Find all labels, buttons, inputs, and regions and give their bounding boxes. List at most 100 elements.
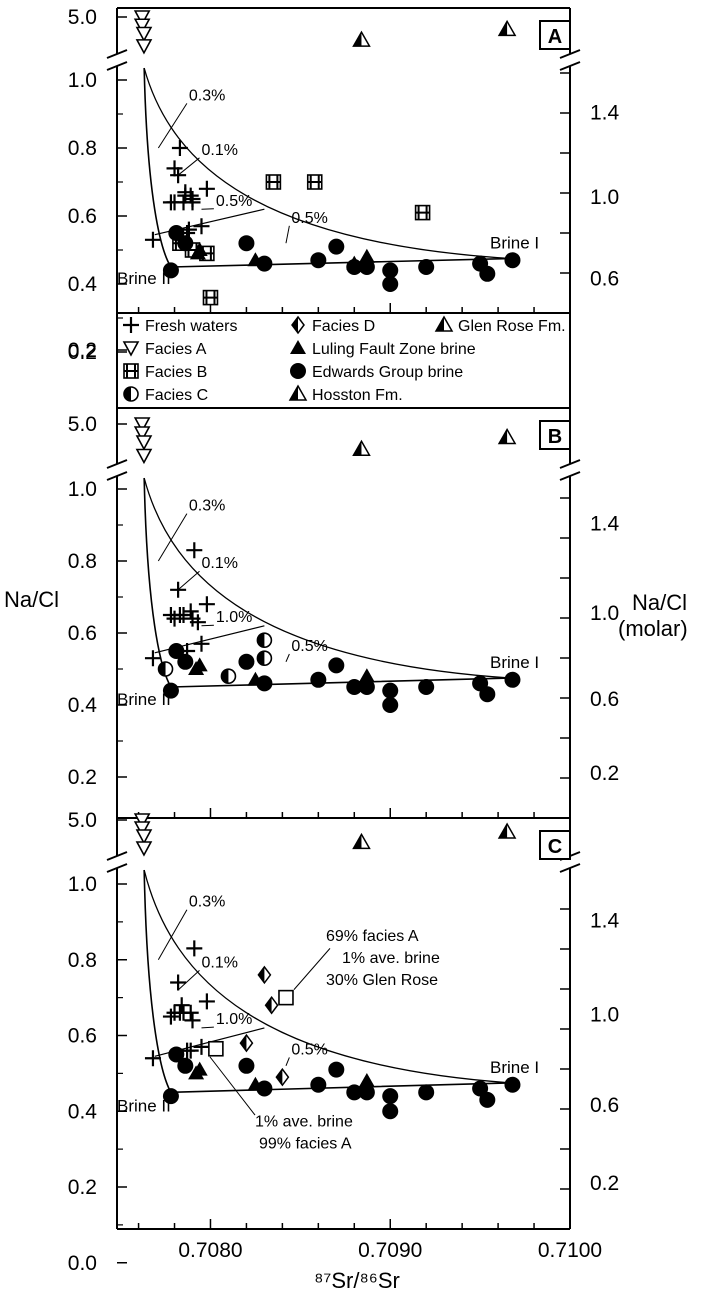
panel-letter-box [539, 20, 571, 50]
facies-a-point [133, 18, 151, 34]
fresh-water-point [193, 635, 210, 652]
edwards-brine-point [328, 238, 345, 255]
y-tick-label: 0.8 [68, 949, 97, 972]
y-tick-label: 0.2 [68, 339, 97, 362]
x-tick-label: 0.7100 [538, 1239, 602, 1262]
mixing-percent-leader [285, 225, 290, 244]
edwards-brine-point [504, 252, 521, 269]
legend-label: Facies C [145, 387, 208, 404]
edwards-brine-point [238, 1057, 255, 1074]
luling-brine-point [191, 657, 208, 672]
mixing-percent-label: 0.1% [201, 142, 237, 159]
y-axis-label-right-unit: (molar) [618, 616, 688, 641]
mixing-percent-label: 0.1% [201, 954, 237, 971]
edwards-brine-point [168, 1046, 185, 1063]
left-axis-break [106, 459, 128, 481]
y-axis-label-right: Na/Cl [632, 590, 687, 615]
facies-b-point-hatch [415, 205, 430, 220]
mixing-percent-leader [157, 909, 188, 960]
edwards-brine-point [346, 679, 363, 695]
fresh-water-point [175, 607, 192, 623]
mixing-percent-leader [157, 103, 188, 149]
legend-label: Fresh waters [145, 318, 237, 335]
glen-rose-point-fill [436, 317, 444, 331]
mixing-percent-leader [201, 624, 214, 627]
fresh-water-point [144, 231, 161, 248]
luling-brine-point [358, 1072, 375, 1087]
edwards-brine-point [238, 653, 255, 670]
brine-i-label: Brine I [490, 234, 539, 253]
mixing-curve-brine-ii [143, 869, 511, 1094]
right-tick-label: 0.6 [590, 268, 619, 291]
edwards-brine-point [479, 686, 496, 703]
facies-a-point [135, 448, 153, 465]
fresh-water-point [184, 1012, 201, 1029]
legend-label: Facies B [145, 364, 207, 381]
edwards-brine-point [162, 1088, 179, 1105]
luling-brine-point [358, 248, 375, 263]
mixing-percent-leader [177, 570, 200, 591]
fresh-water-point [198, 180, 215, 197]
facies-d-point-fill [240, 1035, 247, 1052]
fresh-water-point [170, 581, 187, 598]
panel-letter-box [539, 420, 571, 450]
brine-ii-label: Brine II [117, 269, 171, 288]
mixing-curve-brine-i [143, 67, 511, 260]
facies-a-point [135, 829, 153, 845]
legend-label: Facies A [145, 341, 207, 358]
callout-text: 1% ave. brine [255, 1113, 353, 1130]
y-tick-label: 0.6 [68, 622, 97, 645]
mixing-percent-leader [177, 969, 200, 991]
edwards-brine-point [358, 679, 375, 695]
fresh-water-point [180, 221, 197, 238]
edwards-brine-point [310, 252, 327, 269]
edwards-brine-point [382, 1103, 399, 1120]
brine-ii-label: Brine II [117, 1096, 171, 1115]
y-tick-label: 0.0 [68, 1252, 97, 1275]
edwards-brine-point [162, 262, 179, 279]
right-tick-label: 0.2 [590, 1172, 619, 1195]
panel-letter: B [548, 426, 562, 448]
edwards-brine-point [382, 1088, 399, 1105]
mixing-percent-leader [201, 1026, 214, 1029]
right-axis-break [559, 459, 581, 481]
edwards-brine-point [382, 262, 399, 279]
mixing-percent-leader [285, 1057, 290, 1066]
legend-label: Glen Rose Fm. [458, 318, 566, 335]
mixing-percent-label: 0.5% [216, 193, 252, 210]
mixing-percent-label: 1.0% [216, 609, 252, 626]
edwards-brine-point [472, 1080, 489, 1097]
panel-c: 5.0 0.0 0.2 0.4 0.6 0.8 1.0 0.2 0.6 1.0 1.4 C 0.3% 0.… [68, 809, 620, 1275]
brine-ii-label: Brine II [117, 690, 171, 709]
y-tick-label: 0.8 [68, 550, 97, 573]
edwards-brine-point [504, 1076, 521, 1093]
callout-leader [209, 1056, 256, 1116]
right-tick-label: 1.0 [590, 1003, 619, 1026]
fresh-water-point [198, 993, 215, 1010]
y-tick-label: 1.0 [68, 873, 97, 896]
mixing-percent-label: 0.5% [291, 210, 327, 227]
panel-letter-box [539, 830, 571, 860]
edwards-brine-point [504, 671, 521, 688]
y-tick-label: 5.0 [68, 413, 97, 436]
mixing-percent-label: 0.5% [291, 1041, 327, 1058]
fresh-water-point [144, 1050, 161, 1067]
mixing-percent-label: 0.5% [291, 638, 327, 655]
facies-c-point-fill [158, 662, 166, 676]
edwards-brine-point [310, 671, 327, 688]
right-tick-label: 1.4 [590, 513, 620, 536]
panel-a: 5.0 0.2 0.4 0.6 0.8 1.0 0.6 1.0 1.4 A 0.3% 0.1% 0.5%… [68, 6, 620, 364]
facies-c-point-fill [221, 669, 229, 684]
edwards-brine-point [346, 1084, 363, 1101]
callout-text: 30% Glen Rose [326, 972, 438, 989]
luling-brine-point [358, 668, 375, 683]
y-tick-label: 0.2 [68, 1176, 97, 1199]
right-tick-label: 1.4 [590, 102, 620, 125]
right-tick-label: 1.4 [590, 909, 620, 932]
fresh-water-point [186, 542, 203, 559]
y-tick-label: 0.4 [68, 1100, 98, 1123]
y-tick-label: 5.0 [68, 809, 97, 832]
fresh-water-point [182, 1004, 199, 1021]
fresh-water-point [184, 191, 201, 207]
